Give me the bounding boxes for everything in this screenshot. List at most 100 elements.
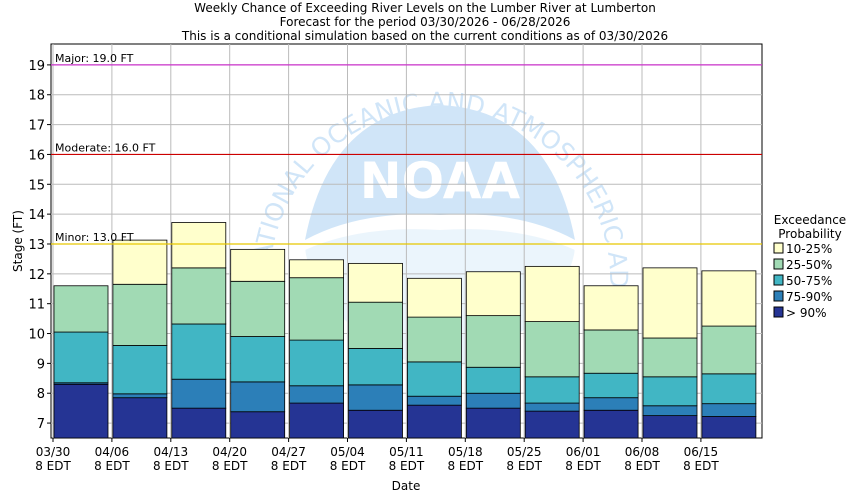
legend-swatch <box>773 258 784 270</box>
legend-item-label: 75-90% <box>786 290 832 304</box>
bar-segment-10-25 <box>583 285 639 331</box>
x-tick-label-date: 06/08 <box>625 445 660 459</box>
bar-segment-25-50 <box>348 301 403 349</box>
x-tick-label-date: 06/01 <box>566 445 601 459</box>
bar-segment-gt90 <box>642 415 698 439</box>
x-tick-label-time: 8 EDT <box>447 459 483 473</box>
bar-segment-gt90 <box>171 407 227 439</box>
x-tick-label-time: 8 EDT <box>35 459 71 473</box>
bar-segment-50-75 <box>406 361 462 397</box>
x-tick-label-date: 04/06 <box>95 445 130 459</box>
bar-segment-25-50 <box>642 337 698 378</box>
bar-segment-75-90 <box>348 384 403 411</box>
bar-segment-25-50 <box>289 277 345 341</box>
y-tick-label: 11 <box>28 298 45 313</box>
bar-segment-50-75 <box>230 336 286 383</box>
bar-segment-75-90 <box>406 395 462 406</box>
legend-swatch <box>773 274 784 286</box>
y-tick-label: 17 <box>28 119 45 134</box>
legend: Exceedance Probability 10-25% 25-50% 50-75… <box>773 213 846 320</box>
bar-segment-75-90 <box>701 403 757 417</box>
legend-swatch <box>773 242 784 254</box>
y-tick-label: 10 <box>28 328 45 343</box>
y-tick-label: 18 <box>28 89 45 104</box>
bar-segment-gt90 <box>230 411 286 439</box>
legend-title-line-1: Exceedance <box>774 213 846 227</box>
x-tick-label-time: 8 EDT <box>94 459 130 473</box>
noaa-logo-text: NOAA <box>360 152 521 210</box>
bar-segment-50-75 <box>289 339 345 387</box>
bar-segment-10-25 <box>406 277 462 318</box>
y-tick-label: 12 <box>28 268 45 283</box>
x-tick-label-date: 05/25 <box>507 445 542 459</box>
threshold-label: Major: 19.0 FT <box>55 52 134 65</box>
bar-segment-25-50 <box>583 329 639 374</box>
bar-segment-10-25 <box>112 239 168 285</box>
y-tick-label: 9 <box>37 357 45 372</box>
y-tick-label: 16 <box>28 148 45 163</box>
bar-segment-75-90 <box>230 381 286 413</box>
bar-segment-25-50 <box>406 316 462 363</box>
x-tick-label-time: 8 EDT <box>624 459 660 473</box>
bar-segment-gt90 <box>112 397 168 439</box>
x-tick-label-time: 8 EDT <box>330 459 366 473</box>
bar-segment-25-50 <box>524 321 580 378</box>
x-tick-label-time: 8 EDT <box>565 459 601 473</box>
bar-segment-gt90 <box>348 409 403 439</box>
y-tick-label: 19 <box>28 59 45 74</box>
bar-segment-50-75 <box>465 366 521 394</box>
bar-segment-25-50 <box>53 285 109 333</box>
bar-segment-25-50 <box>112 283 168 346</box>
bars-group <box>53 222 757 439</box>
x-tick-label-date: 04/20 <box>212 445 247 459</box>
x-tick-label-time: 8 EDT <box>506 459 542 473</box>
bar-segment-75-90 <box>112 393 168 399</box>
x-tick-label-date: 03/30 <box>36 445 71 459</box>
bar-segment-25-50 <box>230 280 286 337</box>
y-axis: 7 8 9 10 11 12 13 14 15 16 17 18 19 <box>28 59 51 432</box>
y-axis-label: Stage (FT) <box>11 210 25 272</box>
x-tick-label-time: 8 EDT <box>153 459 189 473</box>
bar-segment-50-75 <box>701 373 757 405</box>
legend-item-label: 10-25% <box>786 242 832 256</box>
x-tick-label-date: 05/11 <box>389 445 424 459</box>
x-tick-label-date: 04/27 <box>271 445 306 459</box>
y-tick-label: 8 <box>37 387 45 402</box>
x-axis-label: Date <box>392 479 421 493</box>
bar-segment-50-75 <box>642 376 698 407</box>
bar-segment-50-75 <box>583 372 639 399</box>
bar-segment-75-90 <box>524 402 580 412</box>
bar-segment-50-75 <box>112 345 168 395</box>
bar-segment-75-90 <box>465 392 521 409</box>
threshold-lines: Major: 19.0 FT Moderate: 16.0 FT Minor: 13… <box>51 52 762 245</box>
x-tick-label-time: 8 EDT <box>389 459 425 473</box>
threshold-label: Minor: 13.0 FT <box>55 231 134 244</box>
bar-segment-50-75 <box>53 331 109 384</box>
x-tick-label-time: 8 EDT <box>683 459 719 473</box>
bar-segment-10-25 <box>465 271 521 317</box>
threshold-label: Moderate: 16.0 FT <box>55 141 156 154</box>
y-tick-label: 15 <box>28 178 45 193</box>
bar-segment-10-25 <box>348 262 403 303</box>
bar-segment-10-25 <box>642 267 698 339</box>
bar-segment-25-50 <box>465 315 521 368</box>
bar-segment-gt90 <box>289 402 345 439</box>
chart-subtitle-conditions: This is a conditional simulation based o… <box>181 29 668 43</box>
legend-swatch <box>773 306 784 318</box>
y-tick-label: 7 <box>37 417 45 432</box>
x-tick-label-time: 8 EDT <box>212 459 248 473</box>
bar-segment-10-25 <box>230 248 286 282</box>
bar-segment-10-25 <box>171 222 227 269</box>
bar-segment-10-25 <box>701 270 757 327</box>
bar-segment-75-90 <box>642 405 698 417</box>
bar-segment-gt90 <box>583 409 639 439</box>
bar-segment-50-75 <box>524 376 580 404</box>
bar-segment-gt90 <box>465 407 521 439</box>
y-tick-label: 14 <box>28 208 45 223</box>
x-tick-label-time: 8 EDT <box>271 459 307 473</box>
bar-segment-gt90 <box>524 410 580 439</box>
bar-segment-50-75 <box>171 323 227 380</box>
x-tick-label-date: 06/15 <box>684 445 719 459</box>
x-tick-label-date: 05/04 <box>330 445 365 459</box>
